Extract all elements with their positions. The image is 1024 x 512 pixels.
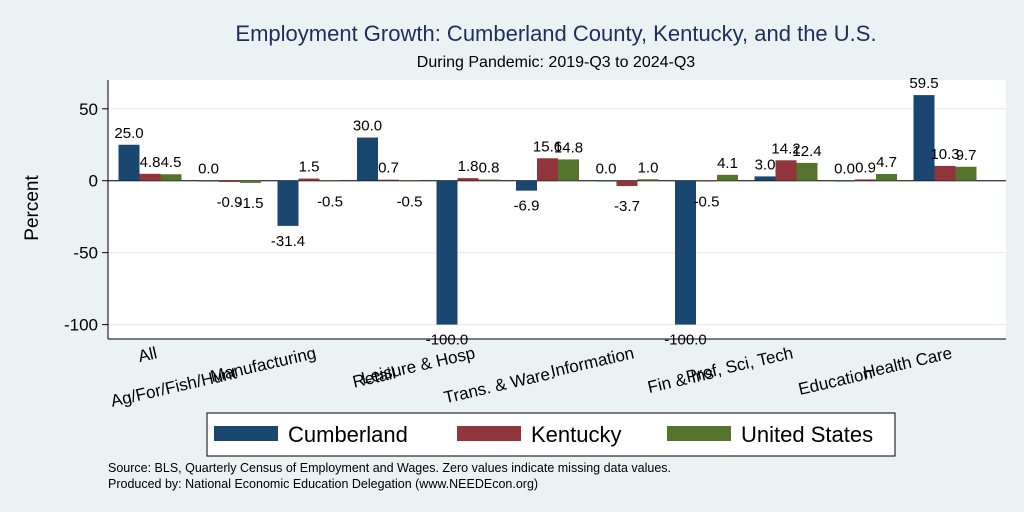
bar-kentucky [775,160,797,181]
legend-entry: United States [741,422,873,447]
x-category-label: Leisure & Hosp [359,343,477,388]
data-label: 4.7 [876,154,897,171]
bar-united-states [160,174,182,181]
legend: Cumberland Kentucky United States [206,412,896,457]
data-label: 1.0 [638,159,659,176]
data-label: 15.6 [533,138,562,155]
data-label: 3.0 [755,156,776,173]
data-label: 0.0 [834,161,855,178]
data-label: 4.5 [161,154,182,171]
plot-background [108,80,1006,339]
bar-cumberland [595,180,617,182]
bar-united-states [240,180,261,183]
x-category-label: Prof, Sci, Tech [684,343,795,386]
data-label: -100.0 [664,332,707,349]
data-label: 0.0 [198,161,219,178]
bar-united-states [478,179,500,181]
chart-title: Employment Growth: Cumberland County, Ke… [235,21,876,46]
data-label: 59.5 [909,75,938,92]
y-tick-label: 0 [89,172,98,191]
bar-cumberland [277,180,299,226]
legend-box [206,412,896,457]
data-label: 25.0 [114,125,143,142]
bar-cumberland [357,137,378,181]
legend-swatch [214,426,278,441]
data-label: -6.9 [514,198,540,215]
bar-united-states [796,162,818,181]
x-category-label: Health Care [861,343,954,382]
data-label: 0.0 [596,161,617,178]
data-label: -31.4 [271,233,305,250]
bar-cumberland [913,95,935,181]
data-label: 14.2 [771,140,800,157]
bar-kentucky [616,180,638,187]
x-category-label: Manufacturing [209,343,318,386]
data-label: -1.5 [238,195,264,212]
data-label: 4.1 [717,155,738,172]
bar-cumberland [436,180,458,325]
bar-kentucky [378,179,399,181]
x-category-label: All [136,343,159,366]
bar-kentucky [855,179,876,181]
y-tick-label: 50 [79,100,98,119]
data-label: 4.8 [140,154,161,171]
y-axis-label: Percent [22,175,43,241]
data-label: -0.5 [397,193,423,210]
bar-cumberland [118,144,140,181]
data-label: 12.4 [792,143,821,160]
legend-swatch [667,426,731,441]
data-label: 30.0 [353,118,382,135]
chart-subtitle: During Pandemic: 2019-Q3 to 2024-Q3 [417,54,695,71]
bar-united-states [399,180,420,182]
data-label: 0.7 [378,160,399,177]
data-label: 1.5 [299,159,320,176]
bar-cumberland [754,176,776,181]
bar-kentucky [219,180,240,183]
bar-kentucky [696,180,717,182]
data-label: 1.8 [458,158,479,175]
bar-kentucky [537,158,558,181]
bar-cumberland [834,180,855,182]
data-label: 0.9 [855,159,876,176]
data-label: -0.5 [317,193,343,210]
data-label: 14.8 [554,139,583,156]
bar-united-states [955,166,977,181]
bar-united-states [319,180,341,182]
x-category-label: Information [549,343,636,381]
bar-kentucky [934,165,956,181]
bar-united-states [558,159,579,181]
y-tick-label: -100 [64,316,98,335]
data-label: 10.3 [930,146,959,163]
bar-cumberland [198,180,219,182]
bar-cumberland [516,180,537,191]
bar-cumberland [675,180,696,325]
plot-area: 50 0 -50 -100 25.0 0.0 -31.4 30.0 -100.0 -6.9 0.0 -… [64,75,1006,411]
data-label: -0.5 [694,193,720,210]
data-label: -0.9 [217,194,243,211]
y-tick-label: -50 [73,244,98,263]
data-label: 0.8 [479,160,500,177]
bar-kentucky [298,178,320,181]
bar-kentucky [457,178,479,181]
legend-entry: Kentucky [531,422,622,447]
bar-united-states [717,174,738,181]
data-label: 9.7 [956,147,977,164]
bar-united-states [876,173,897,181]
legend-entry: Cumberland [288,422,408,447]
legend-swatch [457,426,521,441]
source-note: Source: BLS, Quarterly Census of Employm… [108,461,671,475]
data-label: -100.0 [426,332,469,349]
bar-kentucky [139,173,161,181]
data-label: -3.7 [614,198,640,215]
producer-note: Produced by: National Economic Education… [108,477,538,491]
bar-united-states [637,179,659,181]
x-category-label: Trans. & Ware. [442,363,556,407]
